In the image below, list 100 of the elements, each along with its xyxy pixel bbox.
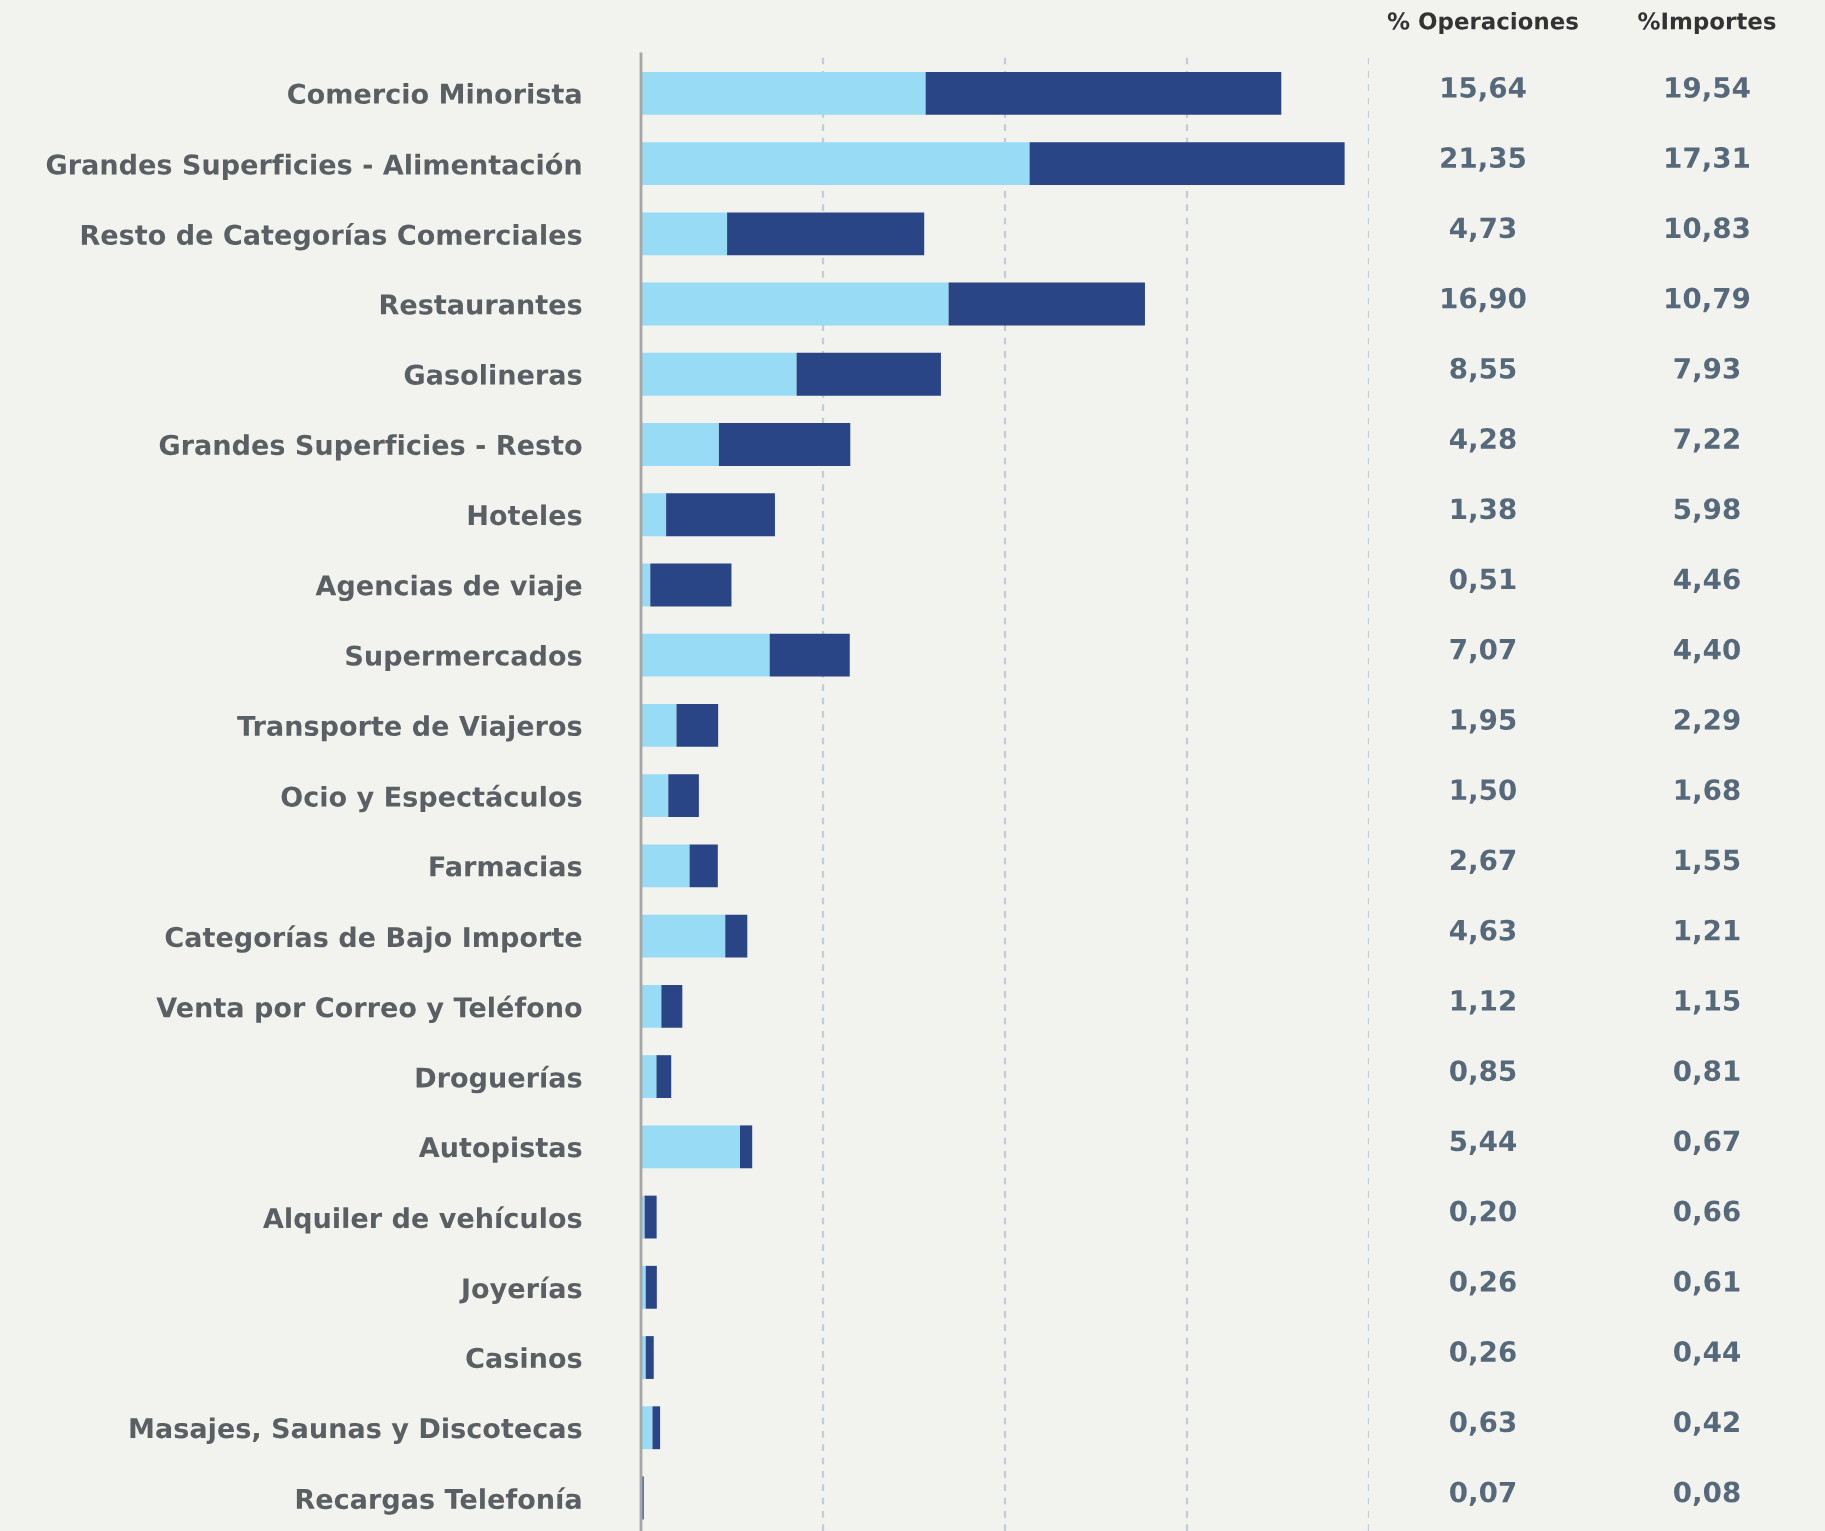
data-label: 0,07 (1450, 1481, 1516, 1507)
y-tick-label: Masajes, Saunas y Discotecas (130, 1417, 582, 1444)
data-label: 1,21 (1675, 919, 1740, 945)
bar (641, 71, 926, 115)
data-label: 7,22 (1674, 428, 1739, 453)
bar (641, 212, 728, 256)
data-label: 1,95 (1451, 708, 1516, 734)
data-label: 4,40 (1673, 638, 1740, 664)
y-tick-label: Hoteles (468, 504, 582, 526)
data-label: 2,29 (1674, 708, 1740, 734)
bar (666, 493, 775, 537)
bar (718, 423, 851, 466)
data-label: 0,85 (1450, 1060, 1516, 1085)
bar (727, 212, 925, 256)
bar (725, 914, 748, 958)
data-label: 0,81 (1674, 1060, 1740, 1085)
text: % Operaciones (1387, 11, 1578, 35)
data-label: 1,68 (1675, 779, 1740, 804)
data-label: 1,50 (1451, 779, 1516, 804)
data-label: 10,83 (1666, 217, 1749, 242)
data-label: 0,63 (1450, 1411, 1516, 1436)
y-tick-label: Restaurantes (380, 294, 582, 315)
bar (1029, 142, 1345, 185)
data-label: 8,55 (1450, 357, 1516, 383)
bar (656, 1055, 672, 1099)
data-label: 0,20 (1450, 1200, 1516, 1226)
data-label: 16,90 (1442, 287, 1526, 313)
bar (740, 1125, 753, 1169)
bar (796, 352, 941, 396)
bar (641, 352, 797, 396)
bar (641, 423, 719, 466)
bar (689, 844, 718, 888)
y-tick-label: Farmacias (430, 855, 582, 877)
data-label: 5,44 (1450, 1130, 1516, 1155)
text: %Importes (1638, 12, 1776, 35)
y-tick-label: Agencias de viaje (315, 574, 582, 602)
bar (641, 774, 669, 818)
data-label: 7,07 (1450, 638, 1516, 664)
bar (641, 1055, 657, 1099)
data-label: 21,35 (1441, 147, 1525, 172)
data-label: 15,64 (1442, 76, 1526, 102)
y-tick-label: Grandes Superficies - Resto (159, 434, 582, 461)
data-label: 0,26 (1450, 1341, 1516, 1366)
data-label: 1,55 (1675, 849, 1740, 874)
data-label: 0,44 (1674, 1341, 1740, 1366)
data-label: 0,51 (1450, 568, 1516, 594)
data-label: 5,98 (1674, 498, 1740, 523)
y-tick-label: Comercio Minorista (288, 83, 581, 105)
bar (948, 282, 1145, 326)
data-label: 1,15 (1675, 990, 1740, 1015)
data-label: 1,38 (1451, 498, 1516, 523)
bar (645, 1265, 657, 1309)
bar (650, 563, 732, 607)
y-tick-label: Categorías de Bajo Importe (165, 925, 582, 953)
y-tick-label: Grandes Superficies - Alimentación (46, 152, 581, 181)
data-label: 0,67 (1674, 1130, 1740, 1155)
y-tick-label: Joyerías (459, 1276, 582, 1304)
bar (641, 142, 1030, 185)
data-label: 4,46 (1673, 568, 1740, 594)
bar (668, 774, 699, 818)
bar (661, 984, 683, 1028)
data-label: 1,12 (1451, 989, 1515, 1015)
y-tick-label: Ocio y Espectáculos (281, 784, 582, 813)
data-label: 7,93 (1674, 357, 1740, 383)
data-label: 2,67 (1450, 849, 1516, 874)
data-label: 0,08 (1674, 1481, 1740, 1507)
bar (644, 1195, 657, 1239)
y-tick-label: Gasolineras (404, 363, 582, 385)
data-label: 0,26 (1450, 1270, 1516, 1296)
bar (641, 914, 726, 958)
y-tick-label: Transporte de Viajeros (237, 715, 582, 742)
bar (641, 633, 770, 677)
bar (641, 984, 662, 1028)
data-label: 4,63 (1449, 919, 1516, 945)
data-label: 0,61 (1674, 1270, 1740, 1296)
y-tick-label: Resto de Categorías Comerciales (81, 222, 582, 251)
bar (925, 71, 1282, 115)
data-label: 10,79 (1666, 287, 1750, 313)
bar (645, 1336, 654, 1379)
y-tick-label: Autopistas (418, 1136, 582, 1163)
data-label: 0,66 (1674, 1200, 1740, 1226)
data-label: 17,31 (1666, 147, 1750, 172)
bar (641, 1125, 741, 1169)
bar (769, 633, 850, 677)
y-tick-label: Supermercados (346, 644, 582, 672)
bar (641, 704, 677, 747)
y-tick-label: Casinos (466, 1347, 582, 1369)
bar (641, 493, 667, 537)
bar (641, 844, 690, 888)
data-label: 19,54 (1666, 76, 1750, 102)
bar (641, 282, 949, 326)
bar (652, 1406, 661, 1450)
y-tick-label: Recargas Telefonía (296, 1487, 581, 1515)
y-tick-label: Venta por Correo y Teléfono (156, 995, 582, 1024)
data-label: 4,73 (1449, 217, 1516, 242)
data-label: 4,28 (1449, 428, 1516, 453)
data-label: 0,42 (1674, 1411, 1739, 1436)
bar (676, 704, 719, 747)
y-tick-label: Alquiler de vehículos (263, 1206, 582, 1234)
y-tick-label: Droguerías (416, 1065, 582, 1094)
